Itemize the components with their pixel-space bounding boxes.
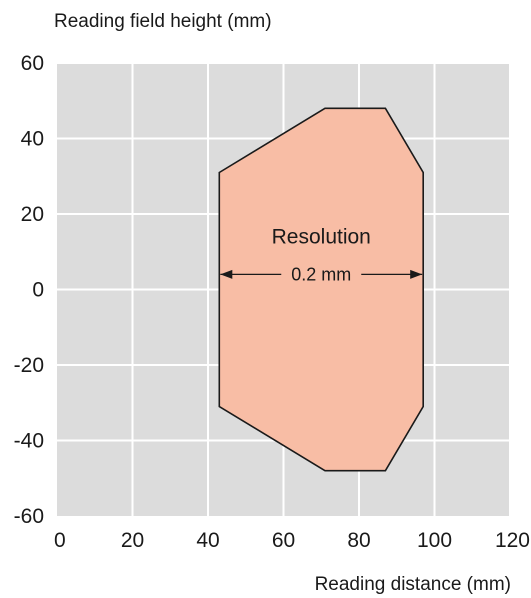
annotation-title: Resolution — [272, 226, 371, 249]
x-tick-label: 100 — [417, 529, 452, 552]
x-tick-label: 120 — [495, 529, 530, 552]
resolution-annotation: Resolution 0.2 mm — [220, 226, 423, 284]
x-tick-label: 60 — [272, 529, 295, 552]
y-tick-label: 0 — [32, 279, 44, 302]
x-tick-label: 80 — [347, 529, 370, 552]
reading-field-area — [218, 107, 425, 472]
x-tick-label: 0 — [54, 529, 66, 552]
arrowhead-left — [220, 269, 233, 279]
y-tick-label: 40 — [21, 128, 44, 151]
y-tick-label: 20 — [21, 203, 44, 226]
y-tick-label: -60 — [14, 505, 44, 528]
y-axis-title: Reading field height (mm) — [54, 11, 272, 32]
y-tick-label: -40 — [14, 430, 44, 453]
x-tick-label: 20 — [121, 529, 144, 552]
tick-labels: 60 40 20 0 -20 -40 -60 0 20 40 60 80 100 120 — [14, 52, 530, 552]
x-tick-label: 40 — [196, 529, 219, 552]
arrowhead-right — [410, 269, 423, 279]
x-axis-title: Reading distance (mm) — [315, 574, 511, 595]
y-tick-label: 60 — [21, 52, 44, 75]
annotation-value: 0.2 mm — [291, 264, 351, 284]
y-tick-label: -20 — [14, 354, 44, 377]
